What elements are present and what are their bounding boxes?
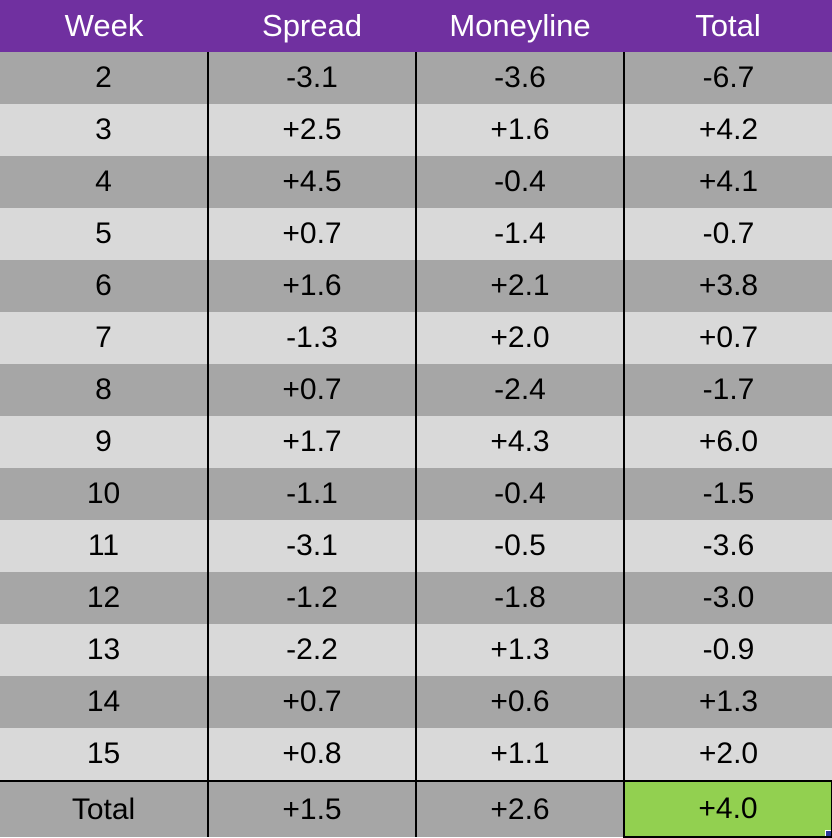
spread-cell[interactable]: +0.7	[207, 208, 417, 260]
moneyline-cell[interactable]: -0.5	[415, 520, 625, 572]
spread-cell[interactable]: +0.8	[207, 728, 417, 781]
week-cell[interactable]: 7	[0, 312, 209, 364]
moneyline-cell[interactable]: -0.4	[415, 468, 625, 520]
grand-total-value: +4.0	[698, 792, 758, 825]
table-row: 10 -1.1 -0.4 -1.5	[0, 468, 832, 520]
moneyline-cell[interactable]: +2.1	[415, 260, 625, 312]
total-cell[interactable]: -3.0	[623, 572, 832, 624]
moneyline-cell[interactable]: +2.0	[415, 312, 625, 364]
header-moneyline[interactable]: Moneyline	[416, 0, 624, 52]
header-row: Week Spread Moneyline Total	[0, 0, 832, 52]
total-cell[interactable]: -3.6	[623, 520, 832, 572]
spread-cell[interactable]: +4.5	[207, 156, 417, 208]
table-row: 3 +2.5 +1.6 +4.2	[0, 104, 832, 156]
header-week[interactable]: Week	[0, 0, 208, 52]
spread-cell[interactable]: +1.6	[207, 260, 417, 312]
moneyline-cell[interactable]: +1.6	[415, 104, 625, 156]
moneyline-cell[interactable]: +4.3	[415, 416, 625, 468]
spread-cell[interactable]: +2.5	[207, 104, 417, 156]
week-cell[interactable]: 11	[0, 520, 209, 572]
total-cell[interactable]: -1.7	[623, 364, 832, 416]
table-row: 14 +0.7 +0.6 +1.3	[0, 676, 832, 728]
moneyline-cell[interactable]: -0.4	[415, 156, 625, 208]
spread-cell[interactable]: -1.2	[207, 572, 417, 624]
spread-cell[interactable]: -3.1	[207, 520, 417, 572]
table-row: 6 +1.6 +2.1 +3.8	[0, 260, 832, 312]
total-cell[interactable]: +3.8	[623, 260, 832, 312]
spread-cell[interactable]: -1.3	[207, 312, 417, 364]
table-row: 5 +0.7 -1.4 -0.7	[0, 208, 832, 260]
total-cell[interactable]: +0.7	[623, 312, 832, 364]
week-cell[interactable]: 6	[0, 260, 209, 312]
total-label-cell[interactable]: Total	[0, 780, 209, 837]
table-row: 13 -2.2 +1.3 -0.9	[0, 624, 832, 676]
moneyline-cell[interactable]: -2.4	[415, 364, 625, 416]
spread-cell[interactable]: +0.7	[207, 676, 417, 728]
total-cell[interactable]: +4.2	[623, 104, 832, 156]
total-cell[interactable]: +2.0	[623, 728, 832, 781]
week-cell[interactable]: 5	[0, 208, 209, 260]
week-cell[interactable]: 9	[0, 416, 209, 468]
table-row: 12 -1.2 -1.8 -3.0	[0, 572, 832, 624]
week-cell[interactable]: 2	[0, 52, 209, 104]
total-cell[interactable]: -0.7	[623, 208, 832, 260]
week-cell[interactable]: 12	[0, 572, 209, 624]
total-cell[interactable]: -6.7	[623, 52, 832, 104]
moneyline-cell[interactable]: -1.4	[415, 208, 625, 260]
table-row: 4 +4.5 -0.4 +4.1	[0, 156, 832, 208]
week-cell[interactable]: 3	[0, 104, 209, 156]
table-row: 9 +1.7 +4.3 +6.0	[0, 416, 832, 468]
table-row: 11 -3.1 -0.5 -3.6	[0, 520, 832, 572]
moneyline-cell[interactable]: +1.1	[415, 728, 625, 781]
table-row: 8 +0.7 -2.4 -1.7	[0, 364, 832, 416]
week-cell[interactable]: 10	[0, 468, 209, 520]
week-cell[interactable]: 4	[0, 156, 209, 208]
total-cell[interactable]: -0.9	[623, 624, 832, 676]
spread-cell[interactable]: -3.1	[207, 52, 417, 104]
moneyline-cell[interactable]: -3.6	[415, 52, 625, 104]
grand-total-cell[interactable]: +4.0	[623, 780, 832, 838]
header-spread[interactable]: Spread	[208, 0, 416, 52]
moneyline-total-cell[interactable]: +2.6	[415, 780, 625, 837]
week-cell[interactable]: 8	[0, 364, 209, 416]
week-cell[interactable]: 15	[0, 728, 209, 781]
table-body: 2 -3.1 -3.6 -6.7 3 +2.5 +1.6 +4.2 4 +4.5…	[0, 52, 832, 838]
spread-total-cell[interactable]: +1.5	[207, 780, 417, 837]
total-row: Total +1.5 +2.6 +4.0	[0, 780, 832, 838]
spread-cell[interactable]: -2.2	[207, 624, 417, 676]
table-row: 7 -1.3 +2.0 +0.7	[0, 312, 832, 364]
fill-handle[interactable]	[825, 830, 830, 835]
total-cell[interactable]: -1.5	[623, 468, 832, 520]
spread-cell[interactable]: +1.7	[207, 416, 417, 468]
total-cell[interactable]: +4.1	[623, 156, 832, 208]
table-row: 15 +0.8 +1.1 +2.0	[0, 728, 832, 781]
week-cell[interactable]: 14	[0, 676, 209, 728]
spread-cell[interactable]: -1.1	[207, 468, 417, 520]
week-cell[interactable]: 13	[0, 624, 209, 676]
moneyline-cell[interactable]: +0.6	[415, 676, 625, 728]
moneyline-cell[interactable]: -1.8	[415, 572, 625, 624]
total-cell[interactable]: +1.3	[623, 676, 832, 728]
header-total[interactable]: Total	[624, 0, 832, 52]
total-cell[interactable]: +6.0	[623, 416, 832, 468]
spread-cell[interactable]: +0.7	[207, 364, 417, 416]
table-row: 2 -3.1 -3.6 -6.7	[0, 52, 832, 104]
moneyline-cell[interactable]: +1.3	[415, 624, 625, 676]
